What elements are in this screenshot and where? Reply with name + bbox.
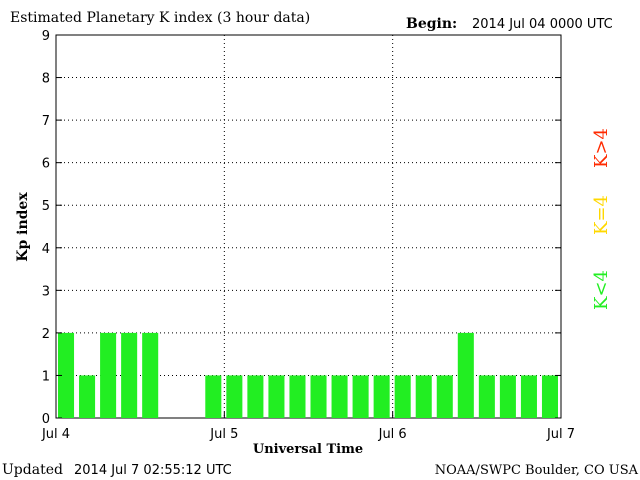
chart-title: Estimated Planetary K index (3 hour data… <box>10 10 310 26</box>
updated-label: Updated <box>2 462 63 478</box>
kp-bar <box>415 375 432 418</box>
plot-area: 0 1 2 3 4 5 6 7 8 9 Jul 4 Jul 5 Jul 6 Jul 7 <box>41 29 575 442</box>
kp-bar <box>58 332 75 418</box>
legend-k-equal-4: K=4 <box>591 195 612 235</box>
kp-bar <box>226 375 243 418</box>
grid-lines <box>56 35 561 418</box>
kp-bar <box>121 332 138 418</box>
kp-bar <box>436 375 453 418</box>
kp-bar <box>394 375 411 418</box>
x-tick-label: Jul 7 <box>546 427 575 442</box>
kp-bar <box>520 375 537 418</box>
updated-value: 2014 Jul 7 02:55:12 UTC <box>74 463 232 478</box>
kp-bar <box>247 375 264 418</box>
legend-k-greater-4: K>4 <box>591 128 612 168</box>
y-tick-label: 0 <box>42 412 50 427</box>
y-tick-label: 5 <box>42 199 50 214</box>
y-axis-ticks: 0 1 2 3 4 5 6 7 8 9 <box>42 29 561 427</box>
kp-bar <box>79 375 96 418</box>
plot-frame <box>55 34 562 419</box>
bar-series <box>58 332 558 418</box>
kp-bar <box>373 375 390 418</box>
y-tick-label: 8 <box>42 72 50 87</box>
x-tick-label: Jul 4 <box>41 427 70 442</box>
kp-bar <box>289 375 306 418</box>
y-tick-label: 7 <box>42 114 50 129</box>
kp-bar <box>205 375 222 418</box>
kp-bar <box>541 375 558 418</box>
x-tick-label: Jul 6 <box>378 427 407 442</box>
kp-bar <box>331 375 348 418</box>
legend-k-less-4: K<4 <box>591 270 612 310</box>
kp-bar <box>268 375 285 418</box>
y-tick-label: 3 <box>42 284 50 299</box>
y-tick-label: 6 <box>42 157 50 172</box>
begin-label: Begin: <box>406 16 457 32</box>
x-axis-label: Universal Time <box>253 442 363 457</box>
kp-bar <box>499 375 516 418</box>
kp-bar <box>352 375 369 418</box>
x-axis-ticks: Jul 4 Jul 5 Jul 6 Jul 7 <box>41 412 575 442</box>
y-tick-label: 4 <box>42 242 50 257</box>
source-credit: NOAA/SWPC Boulder, CO USA <box>435 463 639 478</box>
kp-bar <box>478 375 495 418</box>
kp-bar <box>310 375 327 418</box>
kp-bar <box>100 332 117 418</box>
y-tick-label: 2 <box>42 327 50 342</box>
y-axis-label: Kp index <box>15 192 31 262</box>
x-tick-label: Jul 5 <box>209 427 238 442</box>
y-tick-label: 9 <box>42 29 50 44</box>
begin-value: 2014 Jul 04 0000 UTC <box>472 17 613 32</box>
kp-bar <box>142 332 159 418</box>
kp-bar <box>457 332 474 418</box>
y-tick-label: 1 <box>42 369 50 384</box>
